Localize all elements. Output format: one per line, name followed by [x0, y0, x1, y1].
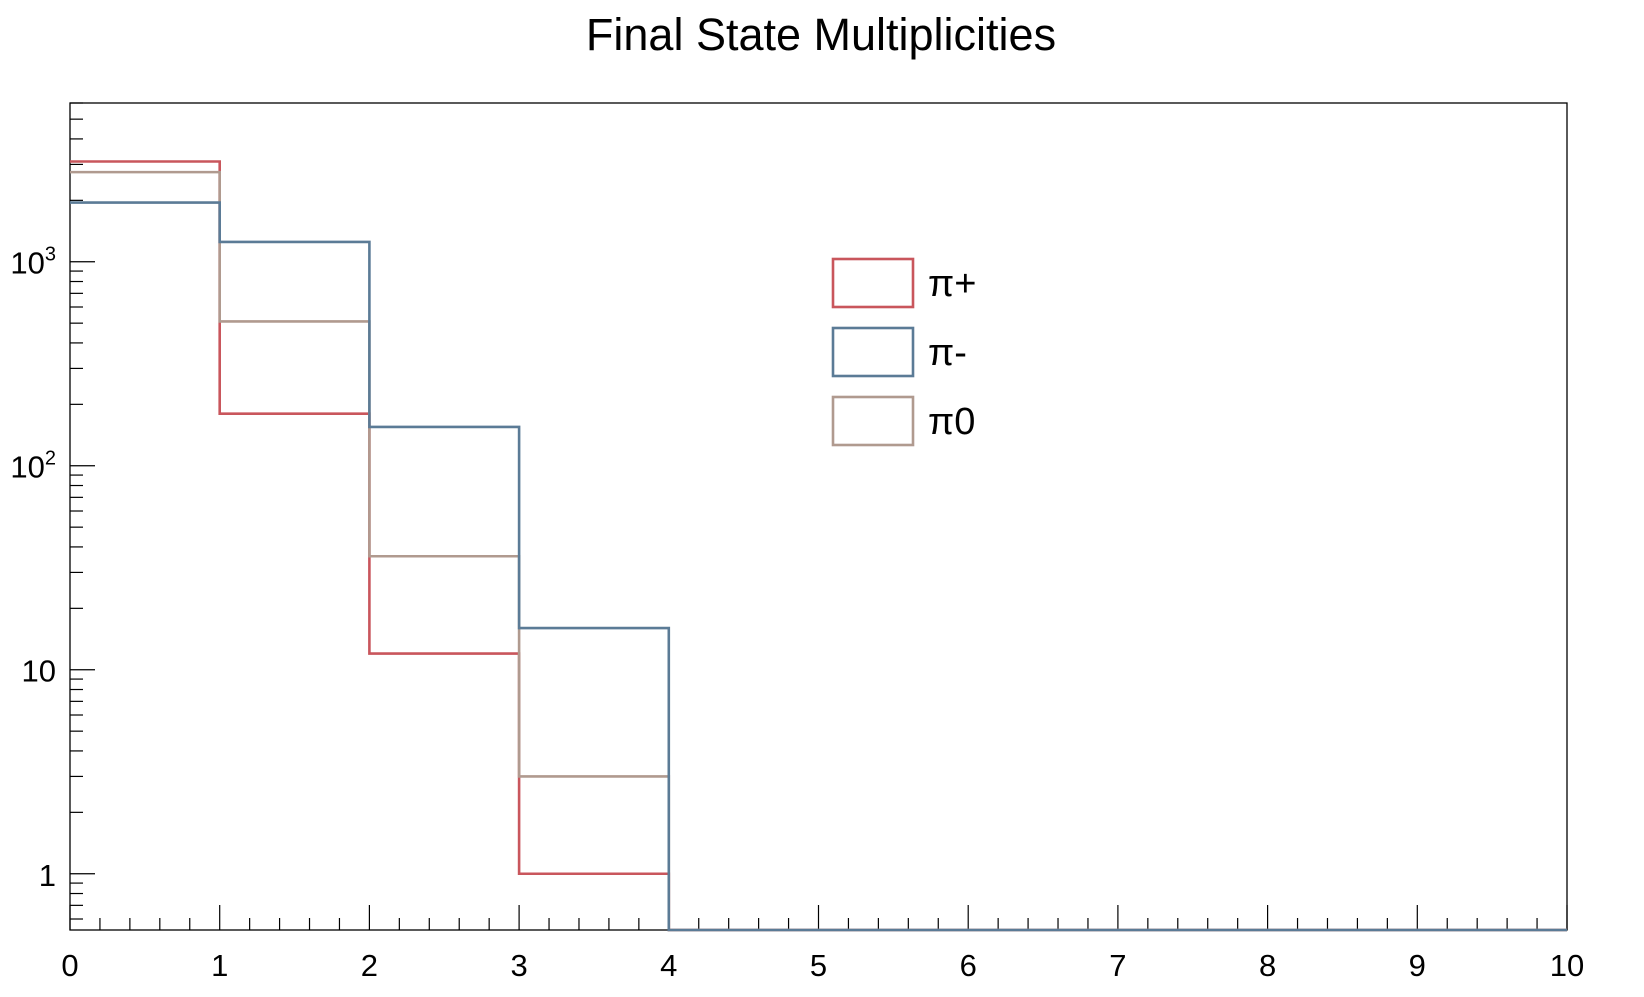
legend-label: π0 [928, 401, 975, 443]
y-tick-label: 1 [39, 858, 56, 893]
x-tick-label: 3 [510, 948, 527, 983]
x-tick-label: 4 [660, 948, 677, 983]
x-tick-label: 5 [810, 948, 827, 983]
plot-frame [69, 102, 1568, 931]
x-tick-label: 10 [1550, 948, 1584, 983]
chart-title: Final State Multiplicities [586, 9, 1056, 60]
x-tick-label: 8 [1259, 948, 1276, 983]
legend: π+ π-π0 [831, 257, 976, 447]
legend-swatch [831, 326, 915, 378]
histogram-series [70, 170, 1567, 932]
legend-label: π+ [928, 263, 976, 305]
x-tick-label: 0 [61, 948, 78, 983]
x-tick-label: 9 [1409, 948, 1426, 983]
x-tick-label: 2 [361, 948, 378, 983]
y-tick-label: 102 [10, 448, 56, 485]
legend-swatch [831, 257, 915, 309]
histogram-series [70, 201, 1567, 932]
y-tick-label: 103 [10, 244, 56, 281]
y-axis: 1 10 102 103 [10, 102, 95, 920]
x-tick-label: 6 [960, 948, 977, 983]
x-tick-label: 7 [1109, 948, 1126, 983]
histogram-series [70, 160, 1567, 932]
legend-swatch [831, 395, 915, 447]
y-tick-label: 10 [22, 654, 56, 689]
x-axis: 0 1 2 3 4 5 6 7 8 9 10 [61, 905, 1584, 983]
x-tick-label: 1 [211, 948, 228, 983]
legend-label: π- [928, 332, 967, 374]
